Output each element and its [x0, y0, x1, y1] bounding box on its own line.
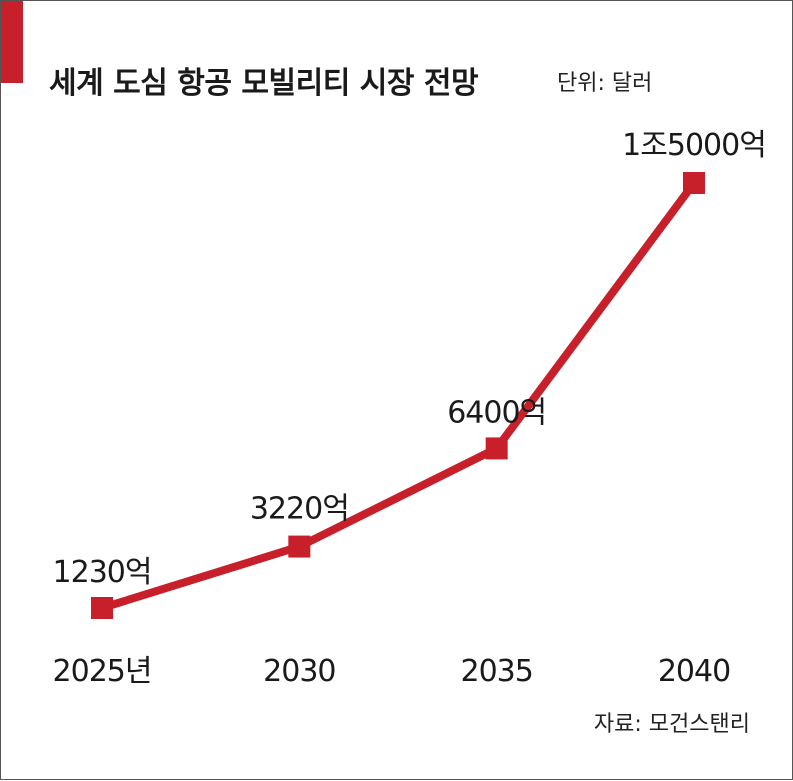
source-label: 자료: 모건스탠리 [593, 712, 750, 737]
data-labels: 1230억 3220억 6400억 1조5000억 [53, 128, 767, 590]
data-point-2030 [288, 535, 311, 558]
x-tick-label-2025: 2025년 [53, 654, 152, 689]
x-tick-label-2035: 2035 [460, 654, 532, 689]
chart-title: 세계 도심 항공 모빌리티 시장 전망 [49, 66, 479, 101]
data-point-2040 [683, 172, 705, 194]
line-series [100, 180, 698, 612]
accent-bar [1, 1, 23, 83]
x-axis-ticks: 2025년 2030 2035 2040 [53, 654, 732, 689]
data-label-2025: 1230억 [53, 555, 152, 590]
unit-label: 단위: 달러 [557, 71, 653, 96]
data-label-2040: 1조5000억 [622, 128, 766, 163]
data-point-2035 [485, 437, 508, 460]
data-label-2030: 3220억 [250, 492, 349, 527]
data-label-2035: 6400억 [447, 395, 546, 430]
series-line [100, 180, 698, 612]
data-points [91, 172, 705, 619]
x-tick-label-2040: 2040 [658, 654, 730, 689]
data-point-2025 [91, 597, 113, 619]
x-tick-label-2030: 2030 [263, 654, 335, 689]
